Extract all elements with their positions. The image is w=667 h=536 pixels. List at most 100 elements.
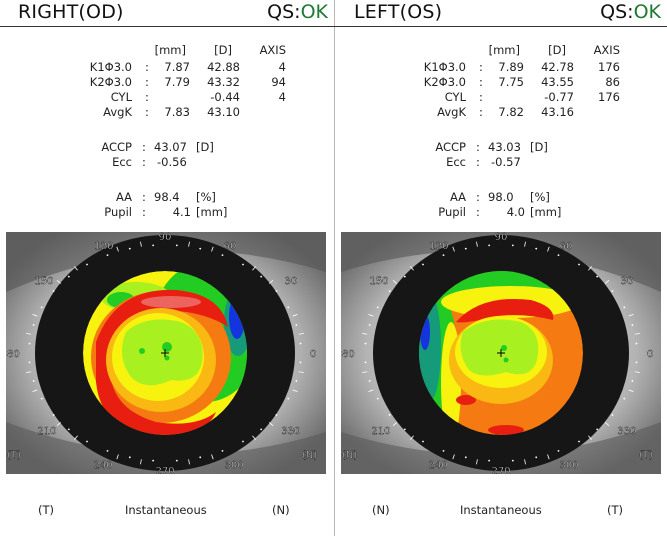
od-accp-value: 43.07 <box>154 140 187 154</box>
tick-mark <box>211 246 214 252</box>
row-label: K2Φ3.0 <box>423 75 466 89</box>
tick-dot <box>175 459 178 462</box>
tick-dot <box>299 342 302 345</box>
tick-dot <box>535 247 538 250</box>
tick-mark <box>140 459 142 465</box>
angle-label: 120 <box>94 241 113 252</box>
od-angle-ticks <box>26 241 304 465</box>
os-ecc-value: -0.57 <box>491 155 521 169</box>
row-sep: : <box>479 105 483 119</box>
tick-dot <box>152 459 155 462</box>
tick-dot <box>275 414 278 416</box>
tick-mark <box>634 371 640 374</box>
tick-mark <box>268 280 274 284</box>
row-d: -0.44 <box>210 90 240 104</box>
tick-mark <box>524 459 526 465</box>
tick-mark <box>368 313 374 317</box>
tick-dot <box>106 254 109 257</box>
tick-dot <box>175 244 178 247</box>
os-panel: LEFT(OS) QS:OK [mm] [D] AXIS K1Φ3.0 : 7.… <box>334 0 667 536</box>
tick-dot <box>464 247 467 250</box>
angle-label: 300 <box>559 460 578 471</box>
tick-mark <box>211 454 214 460</box>
tick-mark <box>452 454 455 460</box>
row-mm: 7.82 <box>498 105 524 119</box>
panel-divider <box>334 0 335 536</box>
od-accp-unit: [D] <box>196 140 214 154</box>
angle-label: 270 <box>155 466 174 474</box>
od-qs-label: QS: <box>267 1 301 23</box>
os-topography-map[interactable]: 90 120 60 150 30 80 0 210 330 240 300 27… <box>341 232 661 474</box>
tick-dot <box>578 440 580 443</box>
tick-dot <box>596 275 599 278</box>
od-pupil-unit: [mm] <box>196 205 228 219</box>
angle-label: 80 <box>7 349 20 360</box>
os-accp-sep: : <box>476 140 480 154</box>
eyelid-upper <box>341 232 661 292</box>
tick-mark <box>604 280 610 284</box>
od-footer-map-type: Instantaneous <box>125 503 207 517</box>
side-label-right: (T) <box>639 450 653 461</box>
od-ecc-sep: : <box>142 155 146 169</box>
os-quality-score: QS:OK <box>600 1 661 23</box>
tick-mark <box>268 422 274 426</box>
angle-label: 90 <box>159 232 172 243</box>
tick-dot <box>128 247 131 250</box>
tick-dot <box>623 306 626 309</box>
od-pupil-label: Pupil <box>104 205 132 219</box>
os-pupil-unit: [mm] <box>530 205 562 219</box>
row-axis: 4 <box>278 60 286 74</box>
os-footer-left: (N) <box>372 503 390 517</box>
row-sep: : <box>145 60 149 74</box>
od-col-d: [D] <box>214 43 232 57</box>
tick-mark <box>188 241 190 247</box>
tick-mark <box>628 313 634 317</box>
tick-dot <box>199 456 202 459</box>
tick-mark <box>476 241 478 247</box>
od-aa-value: 98.4 <box>154 190 180 204</box>
tick-mark <box>74 266 78 271</box>
tick-mark <box>298 332 304 335</box>
row-label: CYL <box>110 90 132 104</box>
tick-mark <box>292 389 298 393</box>
row-mm: 7.87 <box>164 60 190 74</box>
angle-label: 150 <box>34 276 53 287</box>
tick-mark <box>392 422 398 426</box>
row-d: 42.78 <box>541 60 574 74</box>
row-sep: : <box>145 90 149 104</box>
angle-label: 0 <box>310 349 316 360</box>
tick-dot <box>221 449 224 452</box>
od-topography-map[interactable]: 90 120 60 150 30 80 0 210 330 240 300 27… <box>6 232 326 474</box>
os-accp-value: 43.03 <box>488 140 521 154</box>
angle-label: 60 <box>224 241 237 252</box>
tick-dot <box>86 440 88 443</box>
row-label: K2Φ3.0 <box>89 75 132 89</box>
os-col-d: [D] <box>548 43 566 57</box>
angle-label: 270 <box>491 466 510 474</box>
tick-mark <box>32 313 38 317</box>
od-footer-right: (N) <box>272 503 290 517</box>
os-ecc-sep: : <box>476 155 480 169</box>
os-aa-unit: [%] <box>530 190 550 204</box>
tick-dot <box>368 380 371 382</box>
tick-dot <box>28 361 31 364</box>
angle-label: 210 <box>371 426 390 437</box>
tick-dot <box>422 440 424 443</box>
row-sep: : <box>479 75 483 89</box>
row-label: CYL <box>444 90 466 104</box>
tick-dot <box>242 440 244 443</box>
tick-dot <box>635 361 638 364</box>
tick-dot <box>488 244 491 247</box>
tick-dot <box>40 397 43 400</box>
row-d: 43.10 <box>207 105 240 119</box>
tick-mark <box>524 241 526 247</box>
tick-dot <box>464 456 467 459</box>
tick-mark <box>392 280 398 284</box>
tick-mark <box>362 371 368 374</box>
tick-dot <box>260 275 263 278</box>
row-d: 43.32 <box>207 75 240 89</box>
tick-mark <box>588 435 592 440</box>
tick-dot <box>128 456 131 459</box>
od-title: RIGHT(OD) <box>18 1 124 23</box>
tick-dot <box>295 380 298 382</box>
